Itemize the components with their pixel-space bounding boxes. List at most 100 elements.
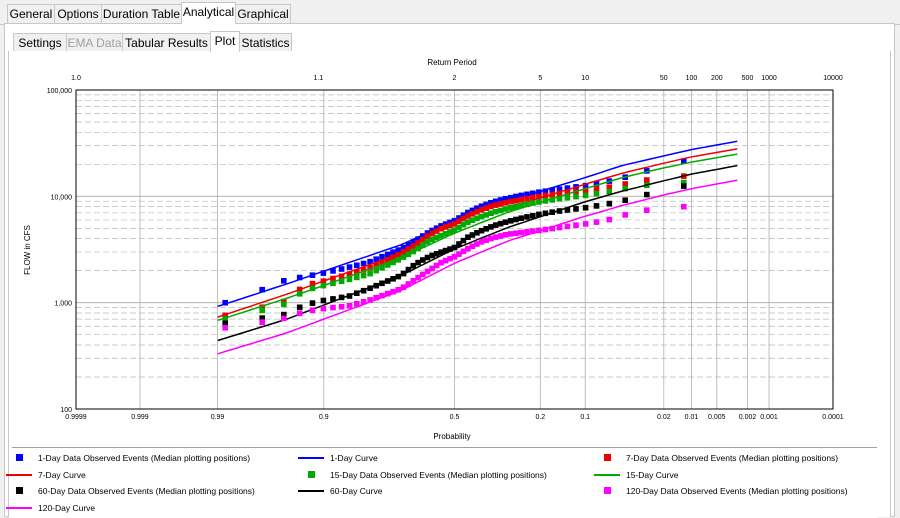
observed-event-point — [582, 192, 589, 199]
observed-event-point — [259, 304, 265, 310]
observed-event-point — [593, 190, 600, 197]
observed-event-point — [281, 298, 287, 305]
observed-event-point — [438, 232, 444, 239]
observed-event-point — [488, 203, 494, 210]
observed-event-point — [410, 278, 417, 284]
observed-event-point — [488, 224, 494, 230]
legend-item-60-day-curve: 60-Day Curve — [298, 484, 382, 498]
observed-event-point — [346, 264, 353, 270]
legend-label: 1-Day Curve — [330, 453, 378, 463]
observed-event-point — [465, 245, 471, 252]
legend-item-120-day-curve: 120-Day Curve — [6, 501, 96, 515]
subtab-plot[interactable]: Plot — [210, 31, 240, 52]
observed-event-point — [483, 205, 489, 211]
observed-event-point — [474, 205, 480, 211]
observed-event-point — [384, 251, 391, 258]
tab-options[interactable]: Options — [54, 4, 102, 23]
observed-event-point — [556, 186, 563, 192]
observed-event-point — [518, 215, 525, 221]
observed-event-point — [606, 216, 613, 223]
legend-square-swatch — [604, 454, 611, 461]
top-tick-label: 100 — [686, 75, 698, 82]
observed-event-point — [451, 221, 458, 227]
observed-event-point — [465, 213, 471, 219]
legend-square-swatch — [308, 470, 315, 478]
observed-event-point — [542, 188, 549, 194]
top-tick-label: 10 — [581, 75, 589, 82]
observed-event-point — [420, 271, 426, 278]
observed-event-point — [497, 207, 504, 214]
top-axis-title: Return Period — [427, 58, 476, 67]
legend-label: 15-Day Data Observed Events (Median plot… — [330, 469, 547, 480]
subtab-statistics[interactable]: Statistics — [239, 33, 292, 51]
observed-event-point — [488, 200, 494, 206]
x-tick-label: 0.999 — [131, 414, 149, 421]
observed-event-point — [330, 304, 336, 311]
observed-event-point — [460, 215, 467, 222]
observed-event-point — [451, 244, 458, 251]
120-day-curve-series — [217, 179, 738, 355]
plot-panel — [8, 51, 891, 517]
observed-event-point — [354, 269, 360, 275]
observed-event-point — [433, 228, 440, 234]
top-tick-label: 200 — [711, 75, 723, 82]
observed-event-point — [309, 285, 316, 292]
legend-line-swatch — [298, 457, 324, 459]
observed-event-point — [606, 200, 613, 207]
observed-event-point — [384, 256, 391, 263]
observed-event-point — [497, 233, 504, 239]
observed-event-point — [573, 193, 579, 200]
legend-label: 7-Day Data Observed Events (Median plott… — [626, 453, 839, 463]
legend-item-15-day-data-observed-events-median-plotting-positions: 15-Day Data Observed Events (Median plot… — [308, 468, 547, 482]
observed-event-point — [507, 198, 514, 205]
observed-event-point — [582, 187, 589, 193]
observed-event-point — [564, 189, 571, 196]
subtab-tabular-results[interactable]: Tabular Results — [122, 33, 211, 51]
observed-event-point — [474, 230, 480, 236]
tab-general[interactable]: General — [7, 4, 55, 23]
observed-event-point — [530, 200, 536, 206]
observed-event-point — [390, 288, 396, 295]
observed-event-point — [346, 271, 353, 277]
observed-event-point — [564, 195, 571, 201]
observed-event-point — [360, 299, 367, 305]
observed-event-point — [222, 299, 228, 306]
observed-event-point — [507, 218, 514, 224]
observed-event-point — [556, 224, 563, 231]
observed-event-point — [367, 258, 373, 265]
observed-event-point — [354, 274, 360, 281]
observed-event-point — [281, 301, 287, 308]
observed-event-point — [400, 244, 407, 251]
x-tick-label: 0.001 — [760, 414, 778, 421]
legend-label: 7-Day Curve — [38, 469, 86, 480]
observed-event-point — [330, 268, 336, 274]
legend-label: 120-Day Curve — [38, 502, 96, 513]
observed-event-point — [429, 236, 435, 243]
observed-event-point — [622, 181, 628, 187]
observed-event-point — [395, 247, 402, 253]
legend-item-1-day-curve: 1-Day Curve — [298, 451, 378, 465]
observed-event-point — [320, 305, 327, 312]
observed-event-point — [465, 209, 471, 216]
legend-item-7-day-curve: 7-Day Curve — [6, 468, 86, 482]
top-tick-label: 5 — [538, 75, 542, 82]
observed-event-point — [330, 280, 336, 287]
tab-analytical[interactable]: Analytical — [181, 2, 236, 24]
observed-event-point — [460, 221, 467, 228]
observed-event-point — [507, 205, 514, 211]
legend-line-swatch — [594, 473, 620, 476]
observed-event-point — [367, 285, 373, 291]
observed-event-point — [542, 192, 549, 199]
observed-event-point — [330, 275, 336, 282]
x-tick-label: 0.9 — [319, 414, 329, 421]
observed-event-point — [502, 196, 509, 202]
frequency-chart[interactable]: Return Period Probability FLOW in CFS 0.… — [0, 0, 900, 447]
observed-event-point — [593, 203, 600, 209]
observed-event-point — [497, 201, 504, 207]
observed-event-point — [492, 208, 499, 215]
observed-event-point — [681, 203, 687, 210]
observed-event-point — [405, 281, 412, 287]
observed-event-point — [420, 236, 426, 243]
observed-event-point — [518, 192, 525, 199]
legend-square-swatch — [604, 487, 611, 494]
